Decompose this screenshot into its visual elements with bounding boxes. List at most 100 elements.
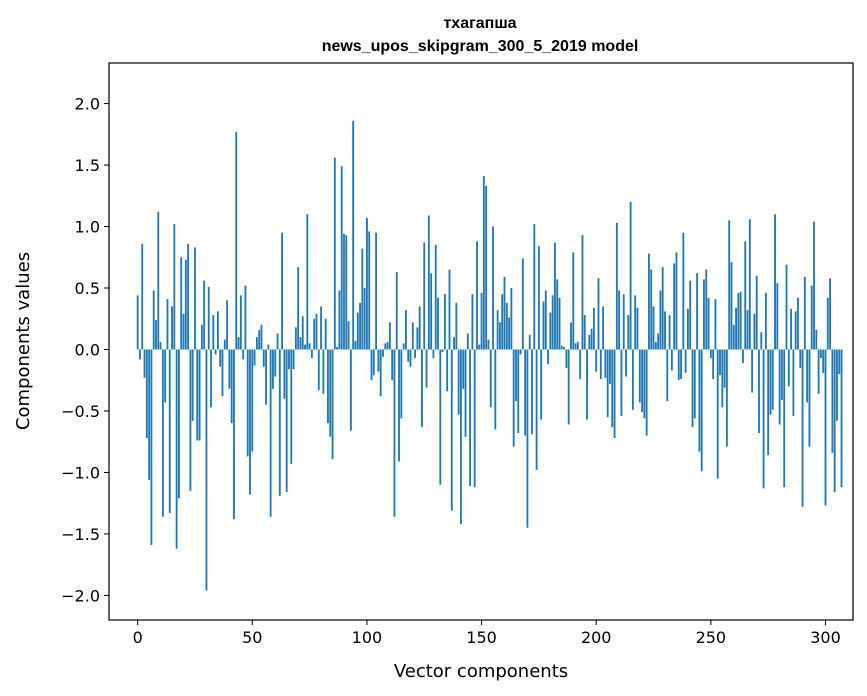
bar-185: [560, 345, 563, 350]
bar-8: [155, 319, 157, 350]
bar-155: [492, 226, 494, 350]
bar-20: [182, 313, 185, 350]
bar-59: [272, 349, 274, 389]
bar-112: [393, 349, 396, 517]
bar-142: [462, 349, 465, 389]
bar-220: [641, 349, 643, 413]
bar-301: [826, 297, 829, 350]
bar-291: [803, 276, 806, 350]
bar-105: [377, 349, 380, 372]
bar-233: [670, 349, 673, 371]
bar-115: [400, 349, 403, 419]
bar-161: [505, 302, 508, 350]
bar-176: [540, 349, 543, 420]
bar-304: [833, 349, 836, 493]
bar-289: [799, 349, 802, 368]
bar-275: [767, 349, 770, 456]
bar-227: [657, 333, 660, 350]
bar-36: [219, 349, 222, 367]
bar-196: [586, 349, 588, 420]
bar-111: [391, 349, 394, 381]
x-tick-label-0: 0: [133, 628, 143, 647]
bar-98: [361, 248, 364, 350]
bar-260: [732, 324, 735, 350]
bar-101: [368, 231, 371, 350]
bar-192: [576, 342, 579, 350]
bar-57: [267, 344, 270, 350]
bar-92: [347, 321, 350, 350]
y-axis-ticks: −2.0 −1.5 −1.0 −0.5 0.0 0.5 1.0 1.5 2.0: [61, 95, 109, 605]
bar-173: [533, 224, 536, 350]
bar-58: [269, 349, 272, 517]
bar-290: [801, 349, 804, 507]
bar-257: [725, 349, 728, 447]
bar-77: [313, 318, 316, 350]
bar-114: [398, 349, 400, 462]
bar-204: [604, 349, 607, 378]
bar-303: [831, 349, 834, 453]
bar-48: [246, 349, 249, 457]
bar-175: [537, 246, 540, 350]
bar-56: [265, 349, 267, 405]
bar-2: [141, 243, 144, 350]
bar-193: [579, 349, 582, 379]
bar-268: [751, 349, 754, 393]
bar-44: [237, 337, 240, 350]
bar-73: [304, 344, 306, 350]
bar-226: [654, 342, 657, 350]
x-axis-ticks: 0 50 100 150 200 250 300: [133, 620, 841, 647]
bar-207: [611, 349, 614, 427]
bar-274: [764, 292, 767, 350]
bar-76: [310, 349, 313, 359]
y-tick-label-0: −2.0: [61, 586, 100, 605]
bar-208: [613, 349, 616, 439]
y-tick-label-5: 0.5: [75, 279, 100, 298]
bar-4: [145, 349, 148, 439]
bar-29: [203, 280, 206, 350]
bar-216: [631, 349, 634, 410]
bar-168: [521, 258, 524, 350]
bar-262: [737, 292, 740, 350]
bar-149: [478, 344, 481, 350]
bar-84: [329, 349, 332, 437]
bar-43: [235, 131, 238, 350]
bar-242: [691, 349, 694, 427]
bar-14: [168, 349, 171, 514]
bar-222: [645, 349, 648, 436]
bar-23: [189, 349, 192, 491]
bar-128: [430, 273, 433, 350]
y-tick-label-4: 0.0: [75, 340, 100, 359]
bar-171: [528, 334, 531, 350]
bar-256: [723, 349, 726, 388]
bar-187: [565, 349, 568, 368]
bar-254: [719, 349, 721, 376]
x-tick-label-50: 50: [242, 628, 262, 647]
bar-203: [602, 306, 604, 350]
bar-224: [650, 269, 653, 350]
y-tick-label-7: 1.5: [75, 156, 100, 175]
bar-130: [434, 244, 437, 350]
bar-106: [379, 349, 382, 397]
bar-245: [698, 349, 701, 452]
bar-205: [606, 349, 609, 418]
bar-285: [790, 308, 793, 350]
bar-118: [407, 349, 410, 362]
bar-81: [322, 349, 325, 394]
y-tick-label-6: 1.0: [75, 218, 100, 237]
bar-281: [781, 349, 783, 400]
bar-258: [728, 220, 731, 350]
bar-107: [382, 349, 384, 357]
bar-247: [703, 279, 705, 350]
bar-241: [689, 280, 692, 350]
y-tick-label-8: 2.0: [75, 95, 100, 114]
bar-183: [556, 279, 559, 350]
bar-117: [405, 310, 407, 350]
bar-50: [251, 349, 254, 452]
bar-69: [294, 327, 297, 350]
bar-195: [583, 315, 586, 350]
bar-178: [544, 290, 547, 350]
bar-47: [244, 285, 247, 350]
bar-191: [574, 343, 577, 350]
chart-subtitle: news_upos_skipgram_300_5_2019 model: [322, 38, 639, 55]
bar-239: [684, 349, 687, 373]
